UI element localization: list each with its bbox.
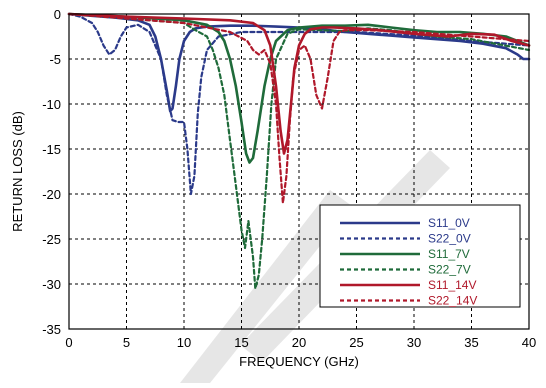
x-tick-label: 20 xyxy=(292,335,306,350)
y-tick-label: -5 xyxy=(49,52,61,67)
y-tick-label: -20 xyxy=(42,187,61,202)
y-tick-label: -35 xyxy=(42,322,61,337)
y-axis-label: RETURN LOSS (dB) xyxy=(10,111,25,232)
legend-label: S22_0V xyxy=(428,232,471,246)
legend-label: S11_7V xyxy=(428,247,470,261)
legend-box xyxy=(319,204,521,308)
x-axis-label: FREQUENCY (GHz) xyxy=(239,354,359,369)
series-layer xyxy=(67,12,531,290)
legend-label: S11_14V xyxy=(428,278,477,292)
x-tick-label: 15 xyxy=(234,335,248,350)
legend-label: S11_0V xyxy=(428,216,470,230)
plot-frame xyxy=(68,13,530,330)
series-line-s11-14v xyxy=(67,12,531,155)
series-line-s11-7v xyxy=(67,12,531,164)
watermark-stripe-0 xyxy=(180,190,352,383)
y-tick-label: -10 xyxy=(42,97,61,112)
series-line-s22-14v xyxy=(67,12,531,205)
tick-labels: 0 5 10 15 20 25 30 35 40 0 -5 -10 -15 -20 -25 -30 -35 xyxy=(42,7,536,350)
x-tick-label: 10 xyxy=(177,335,191,350)
x-tick-label: 30 xyxy=(407,335,421,350)
x-tick-label: 5 xyxy=(123,335,130,350)
x-tick-label: 35 xyxy=(464,335,478,350)
x-tick-label: 40 xyxy=(522,335,536,350)
y-tick-label: -25 xyxy=(42,232,61,247)
y-tick-label: 0 xyxy=(54,7,61,22)
legend-label: S22_14V xyxy=(428,294,477,308)
y-tick-label: -15 xyxy=(42,142,61,157)
y-tick-label: -30 xyxy=(42,277,61,292)
grid-lines xyxy=(69,14,529,329)
series-line-s22-0v xyxy=(67,12,531,196)
series-line-s11-0v xyxy=(67,12,531,113)
x-tick-label: 0 xyxy=(65,335,72,350)
series-line-s22-7v xyxy=(67,12,531,290)
legend-label: S22_7V xyxy=(428,263,471,277)
x-tick-label: 25 xyxy=(349,335,363,350)
